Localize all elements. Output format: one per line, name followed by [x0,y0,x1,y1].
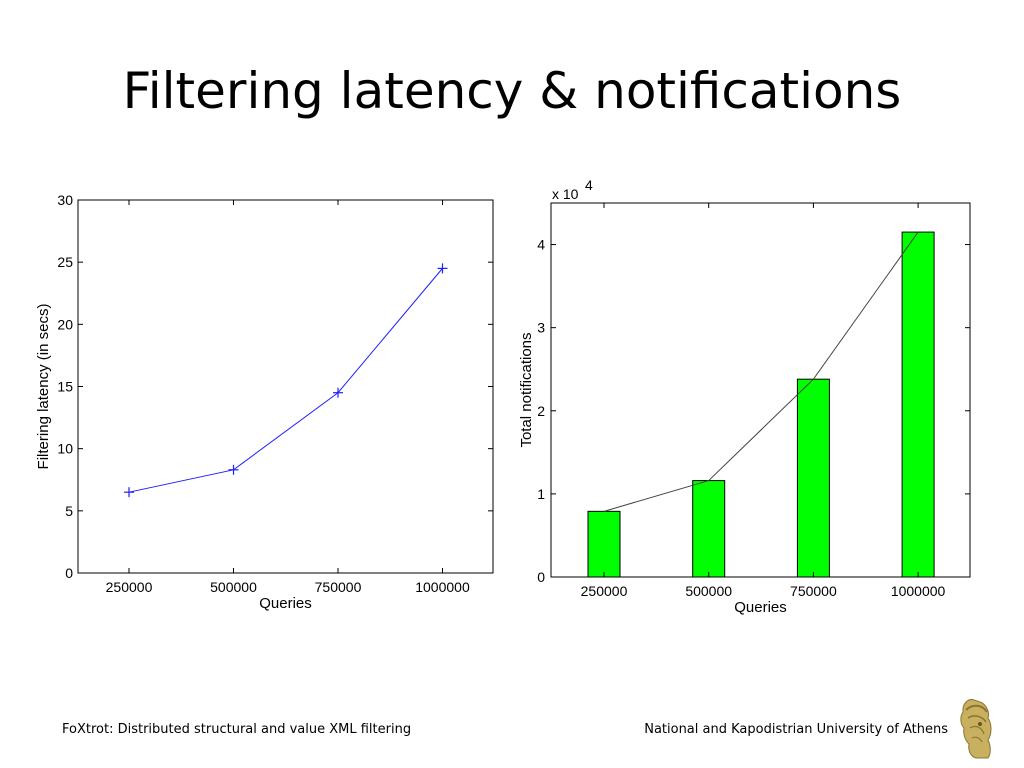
y-tick-label: 4 [537,237,545,253]
y-scale-exponent: 4 [585,177,593,193]
y-axis-label: Total notifications [518,332,535,447]
y-tick-label: 2 [537,403,545,419]
latency-series-line [128,268,443,493]
slide-title: Filtering latency & notifications [122,62,902,120]
y-scale-label: x 10 [552,186,579,202]
y-tick-label: 25 [57,254,73,270]
notification-bar [901,231,935,578]
x-axis-label: Queries [734,599,787,616]
x-tick-label: 750000 [790,583,837,599]
footer-project-title: FoXtrot: Distributed structural and valu… [62,722,412,737]
x-tick-label: 250000 [106,579,153,595]
latency-point-marker [124,487,134,498]
y-tick-label: 0 [65,565,73,581]
university-logo [960,699,992,759]
notification-bar [587,510,621,578]
y-tick-label: 0 [537,569,545,585]
y-tick-label: 5 [65,503,73,519]
footer-university: National and Kapodistrian University of … [644,722,948,737]
x-tick-label: 250000 [581,583,628,599]
bar-chart-frame [550,202,971,578]
x-axis-label: Queries [259,595,312,612]
y-tick-label: 10 [57,441,73,457]
x-tick-label: 1000000 [415,579,470,595]
x-tick-label: 750000 [315,579,362,595]
y-tick-label: 30 [57,192,73,208]
latency-point-marker [228,464,239,475]
y-tick-label: 15 [57,379,73,395]
y-tick-label: 3 [537,320,545,336]
y-tick-label: 20 [57,316,73,332]
y-axis-label: Filtering latency (in secs) [35,304,52,470]
latency-point-marker [437,263,448,274]
x-tick-label: 1000000 [891,583,946,599]
y-tick-label: 1 [537,486,545,502]
x-tick-label: 500000 [685,583,732,599]
x-tick-label: 500000 [210,579,257,595]
latency-point-marker [333,387,343,398]
notification-bar [796,378,830,578]
line-chart-frame [77,199,494,574]
notification-trend-line [603,231,919,512]
notification-bar [692,480,726,578]
